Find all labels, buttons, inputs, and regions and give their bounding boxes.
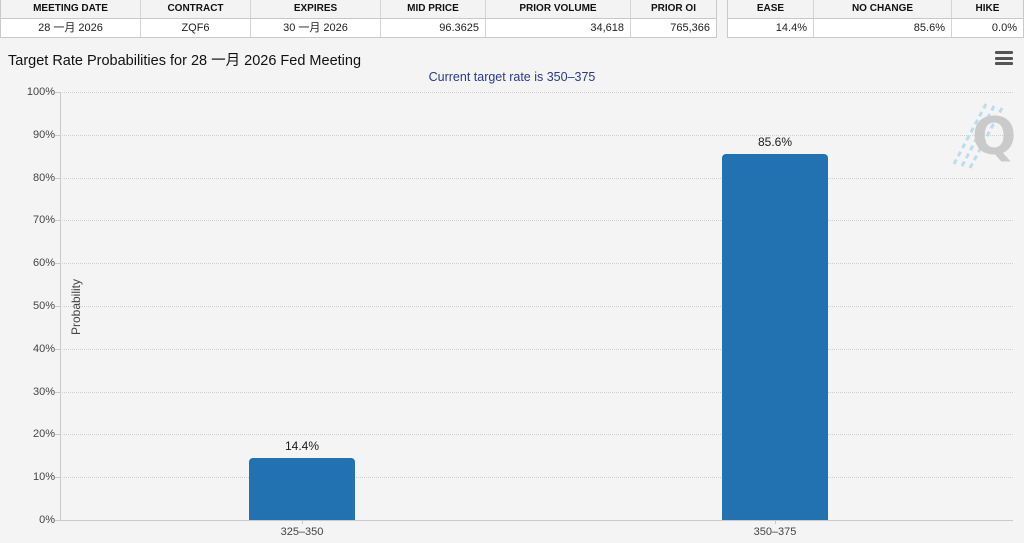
value-expires: 30 一月 2026 (251, 19, 381, 37)
y-gridline (60, 263, 1013, 265)
y-tick-label: 90% (32, 128, 55, 141)
prob-table-value-row: 14.4% 85.6% 0.0% (728, 19, 1023, 37)
x-tick-mark (775, 520, 776, 524)
header-prior-volume: PRIOR VOLUME (486, 0, 631, 19)
header-meeting-date: MEETING DATE (1, 0, 141, 19)
value-prior-volume: 34,618 (486, 19, 631, 37)
y-tick-label: 50% (32, 300, 55, 312)
hamburger-icon (995, 51, 1013, 54)
y-gridline (60, 391, 1013, 393)
y-tick-mark (55, 177, 60, 179)
chart-title: Target Rate Probabilities for 28 一月 2026… (8, 53, 362, 69)
header-contract: CONTRACT (141, 0, 251, 19)
y-gridline (60, 134, 1013, 136)
bar-325-350[interactable] (249, 458, 355, 520)
y-gridline (60, 92, 1013, 93)
y-tick-mark (55, 306, 60, 307)
y-tick-label: 70% (32, 214, 55, 227)
value-mid-price: 96.3625 (381, 19, 486, 37)
x-tick-mark (302, 520, 303, 524)
chart-subtitle: Current target rate is 350–375 (428, 70, 596, 84)
y-tick-mark (55, 520, 60, 521)
y-tick-label: 100% (26, 86, 55, 98)
x-category-label-350-375: 350–375 (753, 526, 797, 538)
y-tick-mark (55, 477, 60, 479)
y-axis-title: Probability (69, 278, 83, 336)
contract-info-table: MEETING DATE CONTRACT EXPIRES MID PRICE … (0, 0, 717, 38)
y-tick-mark (55, 134, 60, 136)
y-tick-label: 60% (32, 257, 55, 270)
y-axis-line (60, 92, 61, 520)
header-mid-price: MID PRICE (381, 0, 486, 19)
header-no-change: NO CHANGE (814, 0, 952, 19)
y-tick-label: 10% (32, 471, 55, 484)
y-gridline (60, 348, 1013, 350)
quikstrike-watermark-logo: Q (952, 103, 1016, 169)
y-tick-label: 20% (32, 428, 55, 441)
y-gridline (60, 434, 1013, 436)
y-gridline (60, 477, 1013, 479)
x-category-label-325-350: 325–350 (280, 526, 324, 538)
bar-group-325-350: 14.4% (249, 92, 355, 520)
y-tick-label: 30% (32, 385, 55, 398)
plot-area: Q 14.4% 85.6% 325–350 350–375 Probabilit… (27, 86, 1016, 538)
value-meeting-date: 28 一月 2026 (1, 19, 141, 37)
y-tick-mark (55, 263, 60, 265)
value-no-change: 85.6% (814, 19, 952, 37)
y-tick-label: 40% (32, 342, 55, 355)
header-prior-oi: PRIOR OI (631, 0, 716, 19)
value-prior-oi: 765,366 (631, 19, 716, 37)
y-gridline (60, 177, 1013, 179)
value-hike: 0.0% (952, 19, 1023, 37)
prob-table-header-row: EASE NO CHANGE HIKE (728, 0, 1023, 19)
y-tick-mark (55, 92, 60, 93)
y-tick-mark (55, 348, 60, 350)
y-tick-label: 0% (39, 514, 55, 526)
header-ease: EASE (728, 0, 814, 19)
header-hike: HIKE (952, 0, 1023, 19)
y-tick-mark (55, 434, 60, 436)
bar-value-label: 85.6% (757, 134, 793, 149)
chart-menu-button[interactable] (995, 51, 1013, 65)
value-contract: ZQF6 (141, 19, 251, 37)
y-gridline (60, 220, 1013, 222)
move-probability-table: EASE NO CHANGE HIKE 14.4% 85.6% 0.0% (727, 0, 1024, 38)
y-gridline (60, 306, 1013, 307)
svg-text:Q: Q (972, 107, 1016, 167)
contract-table-header-row: MEETING DATE CONTRACT EXPIRES MID PRICE … (1, 0, 716, 19)
bar-350-375[interactable] (722, 153, 828, 520)
bar-group-350-375: 85.6% (722, 92, 828, 520)
x-axis-line (60, 520, 1013, 521)
value-ease: 14.4% (728, 19, 814, 37)
contract-table-value-row: 28 一月 2026 ZQF6 30 一月 2026 96.3625 34,61… (1, 19, 716, 37)
bar-value-label: 14.4% (284, 439, 320, 454)
y-tick-mark (55, 220, 60, 222)
y-tick-mark (55, 391, 60, 393)
header-expires: EXPIRES (251, 0, 381, 19)
y-tick-label: 80% (32, 171, 55, 184)
